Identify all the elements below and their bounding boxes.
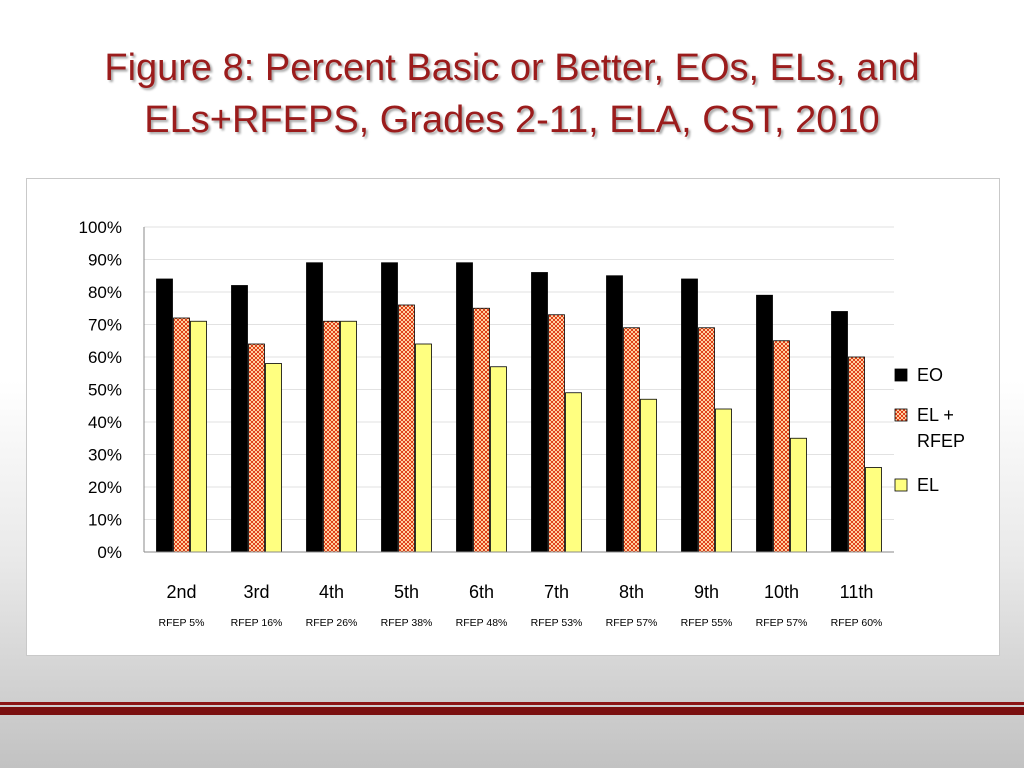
y-tick-label: 50% — [88, 381, 122, 400]
x-tick-label: 3rd — [243, 582, 269, 602]
legend-label: EO — [917, 365, 943, 385]
legend-label: EL + — [917, 405, 954, 425]
x-tick-label: 8th — [619, 582, 644, 602]
eo-bar — [831, 311, 848, 553]
y-tick-label: 0% — [97, 543, 122, 562]
x-tick-sublabel: RFEP 60% — [831, 617, 883, 629]
el-bar — [865, 467, 882, 553]
el-rfep-bar — [248, 343, 265, 553]
legend-swatch-el — [894, 478, 908, 492]
legend: EO EL + RFEP EL — [894, 365, 965, 495]
slide-title-line-1: Figure 8: Percent Basic or Better, EOs, … — [104, 47, 920, 89]
el-rfep-bar — [173, 317, 190, 553]
x-tick-label: 7th — [544, 582, 569, 602]
y-tick-label: 80% — [88, 283, 122, 302]
eo-bar — [756, 294, 773, 553]
x-tick-label: 11th — [840, 582, 874, 602]
x-tick-label: 2nd — [166, 582, 196, 602]
el-bar — [340, 320, 357, 553]
eo-bar — [231, 285, 248, 553]
y-axis-tick-labels: 0% 10% 20% 30% 40% 50% 60% 70% 80% 90% 100% — [79, 218, 122, 562]
slide-title-line-2: ELs+RFEPS, Grades 2-11, ELA, CST, 2010 — [144, 99, 880, 141]
x-tick-label: 10th — [764, 582, 799, 602]
x-tick-sublabel: RFEP 48% — [456, 617, 508, 629]
y-tick-label: 90% — [88, 251, 122, 270]
chart-panel: 0% 10% 20% 30% 40% 50% 60% 70% 80% 90% 100% 2nd RFE… — [26, 178, 1000, 656]
footer-rule-thin — [0, 702, 1024, 705]
y-tick-label: 20% — [88, 478, 122, 497]
eo-bar — [306, 262, 323, 553]
legend-label: RFEP — [917, 431, 965, 451]
x-tick-sublabel: RFEP 57% — [606, 617, 658, 629]
el-bar — [565, 392, 582, 553]
eo-bar — [606, 275, 623, 553]
x-tick-label: 6th — [469, 582, 494, 602]
el-bar — [190, 320, 207, 553]
el-rfep-bar — [323, 320, 340, 553]
el-bar — [790, 437, 807, 553]
axes — [143, 227, 894, 553]
x-tick-sublabel: RFEP 57% — [756, 617, 808, 629]
el-bar — [640, 398, 657, 553]
legend-label: EL — [917, 475, 939, 495]
el-rfep-bar — [398, 304, 415, 553]
el-rfep-bar — [623, 327, 640, 553]
x-tick-label: 4th — [319, 582, 344, 602]
x-axis-tick-labels: 2nd RFEP 5% 3rd RFEP 16% 4th RFEP 26% 5th RFEP … — [159, 582, 883, 629]
x-tick-sublabel: RFEP 16% — [231, 617, 283, 629]
x-tick-sublabel: RFEP 55% — [681, 617, 733, 629]
el-bar — [490, 366, 507, 553]
el-bar — [715, 408, 732, 553]
el-rfep-bar — [848, 356, 865, 553]
el-bar — [415, 343, 432, 553]
x-tick-sublabel: RFEP 26% — [306, 617, 358, 629]
el-rfep-bar — [698, 327, 715, 553]
x-tick-sublabel: RFEP 5% — [159, 617, 205, 629]
x-tick-sublabel: RFEP 38% — [381, 617, 433, 629]
eo-bar — [456, 262, 473, 553]
eo-bar — [681, 278, 698, 553]
y-tick-label: 40% — [88, 413, 122, 432]
y-tick-label: 70% — [88, 316, 122, 335]
legend-swatch-eo — [894, 368, 908, 382]
eo-bar — [531, 272, 548, 553]
y-tick-label: 30% — [88, 446, 122, 465]
y-tick-label: 60% — [88, 348, 122, 367]
slide-title: Figure 8: Percent Basic or Better, EOs, … — [0, 42, 1024, 146]
x-tick-label: 5th — [394, 582, 419, 602]
bar-chart: 0% 10% 20% 30% 40% 50% 60% 70% 80% 90% 100% 2nd RFE… — [79, 218, 966, 629]
eo-bar — [381, 262, 398, 553]
el-rfep-bar — [773, 340, 790, 553]
x-tick-label: 9th — [694, 582, 719, 602]
bars — [156, 262, 882, 553]
x-tick-sublabel: RFEP 53% — [531, 617, 583, 629]
eo-bar — [156, 278, 173, 553]
legend-swatch-el-rfep — [894, 408, 908, 422]
el-rfep-bar — [548, 314, 565, 553]
el-bar — [265, 363, 282, 553]
el-rfep-bar — [473, 307, 490, 553]
y-tick-label: 10% — [88, 511, 122, 530]
y-tick-label: 100% — [79, 218, 122, 237]
footer-rule-thick — [0, 707, 1024, 715]
